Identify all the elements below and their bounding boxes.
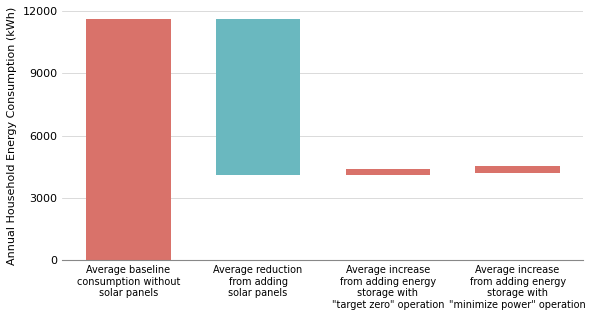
- Bar: [475, 166, 560, 173]
- Y-axis label: Annual Household Energy Consumption (kWh): Annual Household Energy Consumption (kWh…: [7, 7, 17, 265]
- Bar: [346, 169, 430, 175]
- Bar: [216, 19, 300, 175]
- Bar: [86, 19, 170, 260]
